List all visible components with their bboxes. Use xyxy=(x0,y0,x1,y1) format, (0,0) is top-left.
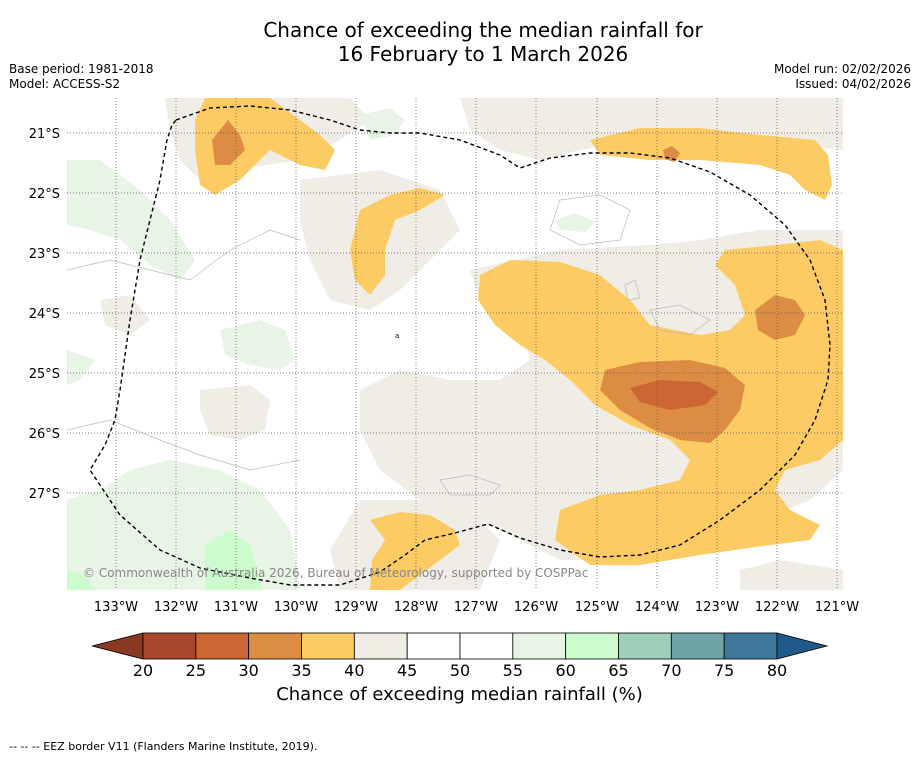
meta-left: Base period: 1981-2018 Model: ACCESS-S2 xyxy=(9,62,154,92)
lon-label: 130°W xyxy=(274,600,318,615)
colorbar-low-extend xyxy=(91,632,144,660)
copyright-text: © Commonwealth of Australia 2026, Bureau… xyxy=(83,566,588,580)
map-area: a © Commonwealth of Australia 2026, Bure… xyxy=(67,98,843,590)
colorbar-tick-label: 65 xyxy=(608,661,628,680)
lon-label: 127°W xyxy=(454,600,498,615)
eez-footnote: -- -- -- EEZ border V11 (Flanders Marine… xyxy=(9,740,318,753)
colorbar-tick-label: 60 xyxy=(555,661,575,680)
colorbar-cells xyxy=(142,632,778,660)
colorbar-cell xyxy=(301,632,355,660)
colorbar-tick-label: 55 xyxy=(503,661,523,680)
contour-lines xyxy=(67,194,711,496)
lon-label: 129°W xyxy=(334,600,378,615)
contour-60-65 xyxy=(67,530,262,590)
lon-label: 121°W xyxy=(815,600,859,615)
lon-labels: 133°W 132°W 131°W 130°W 129°W 128°W 127°… xyxy=(94,600,859,615)
graticule xyxy=(67,98,843,590)
colorbar-tick-label: 75 xyxy=(714,661,734,680)
lat-label: 22°S xyxy=(29,187,60,202)
lon-label: 131°W xyxy=(214,600,258,615)
model-run: Model run: 02/02/2026 xyxy=(773,62,911,76)
colorbar-tick-label: 45 xyxy=(397,661,417,680)
colorbar-tick-label: 50 xyxy=(450,661,470,680)
colorbar-title: Chance of exceeding median rainfall (%) xyxy=(276,684,643,705)
lon-label: 124°W xyxy=(635,600,679,615)
colorbar-tick-label: 70 xyxy=(661,661,681,680)
colorbar-cell xyxy=(459,632,514,660)
lon-label: 125°W xyxy=(575,600,619,615)
colorbar-cell xyxy=(670,632,725,660)
colorbar: 20 25 30 35 40 45 50 55 60 65 70 75 80 xyxy=(91,632,829,680)
colorbar-tick-label: 35 xyxy=(291,661,311,680)
lon-label: 126°W xyxy=(514,600,558,615)
issued-date: Issued: 04/02/2026 xyxy=(795,77,911,91)
colorbar-cell xyxy=(248,632,302,660)
colorbar-cell xyxy=(195,632,250,660)
lon-label: 132°W xyxy=(154,600,198,615)
meta-right: Model run: 02/02/2026 Issued: 04/02/2026 xyxy=(774,62,911,92)
lon-label: 133°W xyxy=(94,600,138,615)
contour-25-30 xyxy=(630,380,718,410)
lat-label: 26°S xyxy=(29,427,60,442)
colorbar-cell xyxy=(723,632,778,660)
model-name: Model: ACCESS-S2 xyxy=(9,77,121,91)
colorbar-cell xyxy=(406,632,461,660)
lat-label: 27°S xyxy=(29,487,60,502)
base-period: Base period: 1981-2018 xyxy=(9,62,154,76)
colorbar-cell xyxy=(353,632,408,660)
colorbar-tick-label: 80 xyxy=(767,661,787,680)
stray-label: a xyxy=(395,332,399,340)
colorbar-tick-label: 40 xyxy=(344,661,364,680)
title-line-2: 16 February to 1 March 2026 xyxy=(337,42,629,66)
lon-label: 128°W xyxy=(394,600,438,615)
eez-border xyxy=(89,105,831,586)
colorbar-tick-label: 30 xyxy=(238,661,258,680)
lat-label: 24°S xyxy=(29,307,60,322)
colorbar-cell xyxy=(565,632,619,660)
lat-label: 23°S xyxy=(29,247,60,262)
colorbar-tick-label: 25 xyxy=(186,661,206,680)
lon-label: 122°W xyxy=(755,600,799,615)
colorbar-high-extend xyxy=(776,632,829,660)
lat-label: 21°S xyxy=(29,127,60,142)
colorbar-cell xyxy=(512,632,567,660)
chart-title: Chance of exceeding the median rainfall … xyxy=(0,18,919,66)
colorbar-ticks: 20 25 30 35 40 45 50 55 60 65 70 75 80 xyxy=(133,661,787,680)
colorbar-cell xyxy=(142,632,197,660)
title-line-1: Chance of exceeding the median rainfall … xyxy=(263,18,703,42)
colorbar-tick-label: 20 xyxy=(133,661,153,680)
lat-label: 25°S xyxy=(29,367,60,382)
lat-labels: 21°S 22°S 23°S 24°S 25°S 26°S 27°S xyxy=(29,127,60,502)
lon-label: 123°W xyxy=(695,600,739,615)
colorbar-cell xyxy=(618,632,672,660)
